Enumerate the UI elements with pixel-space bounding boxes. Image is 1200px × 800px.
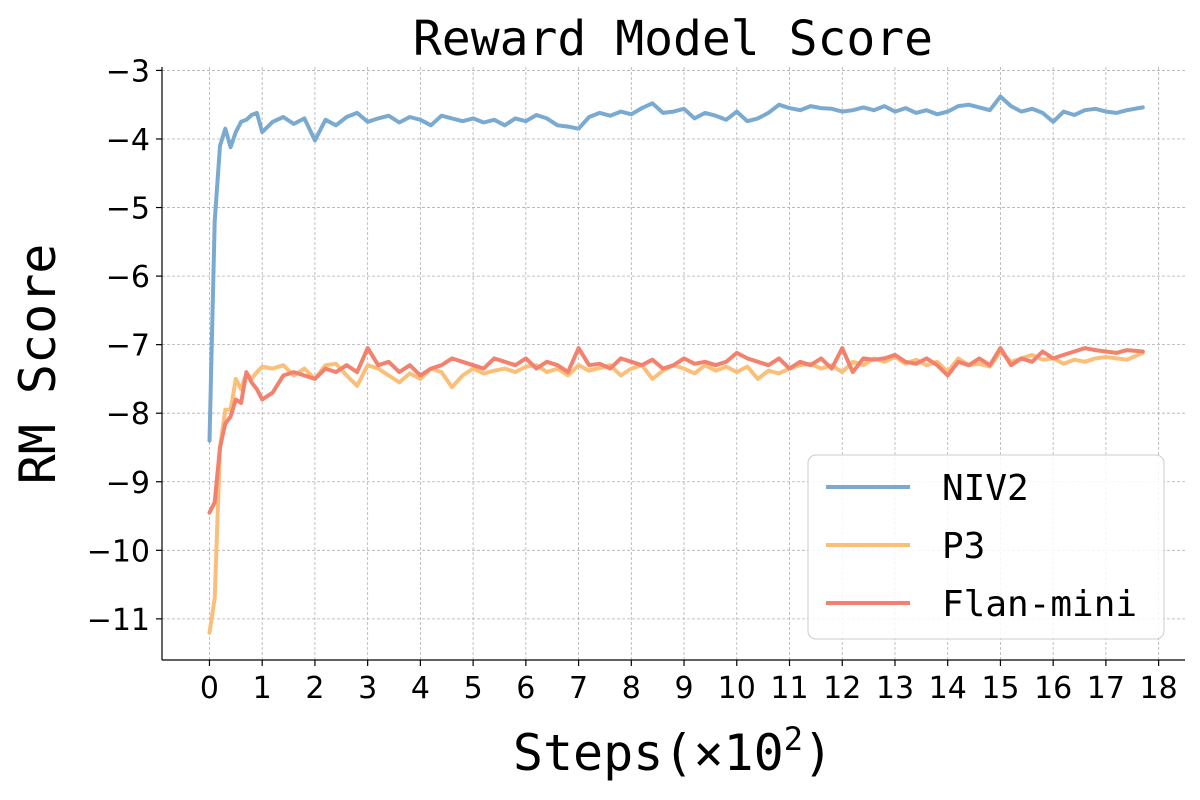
chart-title: Reward Model Score (413, 11, 933, 67)
x-tick-label: 3 (358, 671, 377, 706)
y-tick-label: −7 (106, 329, 150, 364)
x-tick-label: 17 (1087, 671, 1125, 706)
x-tick-label: 0 (200, 671, 219, 706)
x-tick-label: 16 (1034, 671, 1072, 706)
y-tick-label: −6 (106, 260, 150, 295)
legend-frame (807, 454, 1165, 640)
y-tick-label: −10 (87, 534, 150, 569)
legend-label-flan-mini: Flan-mini (942, 584, 1137, 625)
x-axis-label-exponent: 2 (784, 720, 803, 758)
y-tick-label: −3 (106, 54, 150, 89)
x-tick-label: 5 (464, 671, 483, 706)
x-tick-label: 13 (876, 671, 914, 706)
series-line-niv2 (207, 94, 1145, 443)
y-axis-label: RM Score (9, 244, 67, 485)
y-tick-label: −9 (106, 466, 150, 501)
x-tick-label: 14 (929, 671, 967, 706)
x-tick-label: 10 (718, 671, 756, 706)
x-ticks: 0 1 2 3 4 5 6 7 8 9 10 11 12 13 14 15 16 17 18 (200, 660, 1178, 706)
y-tick-label: −8 (106, 397, 150, 432)
x-tick-label: 7 (569, 671, 588, 706)
legend: NIV2 P3 Flan-mini (807, 454, 1165, 640)
x-tick-label: 12 (823, 671, 861, 706)
x-tick-label: 4 (411, 671, 430, 706)
y-tick-label: −5 (106, 192, 150, 227)
x-tick-label: 11 (770, 671, 808, 706)
x-tick-label: 6 (516, 671, 535, 706)
series-lines (207, 94, 1145, 635)
series-line-flan-mini (207, 346, 1145, 515)
y-tick-label: −11 (87, 603, 150, 638)
x-axis-label: Steps(×102) (513, 720, 833, 782)
x-tick-label: 1 (253, 671, 272, 706)
grid-lines (162, 67, 1185, 660)
x-tick-label: 9 (674, 671, 693, 706)
x-tick-label: 8 (622, 671, 641, 706)
x-tick-label: 18 (1140, 671, 1178, 706)
y-tick-label: −4 (106, 123, 150, 158)
legend-label-niv2: NIV2 (942, 468, 1029, 509)
legend-label-p3: P3 (942, 526, 985, 567)
x-tick-label: 15 (981, 671, 1019, 706)
x-tick-label: 2 (305, 671, 324, 706)
y-ticks: −3 −4 −5 −6 −7 −8 −9 −10 −11 (87, 54, 162, 638)
